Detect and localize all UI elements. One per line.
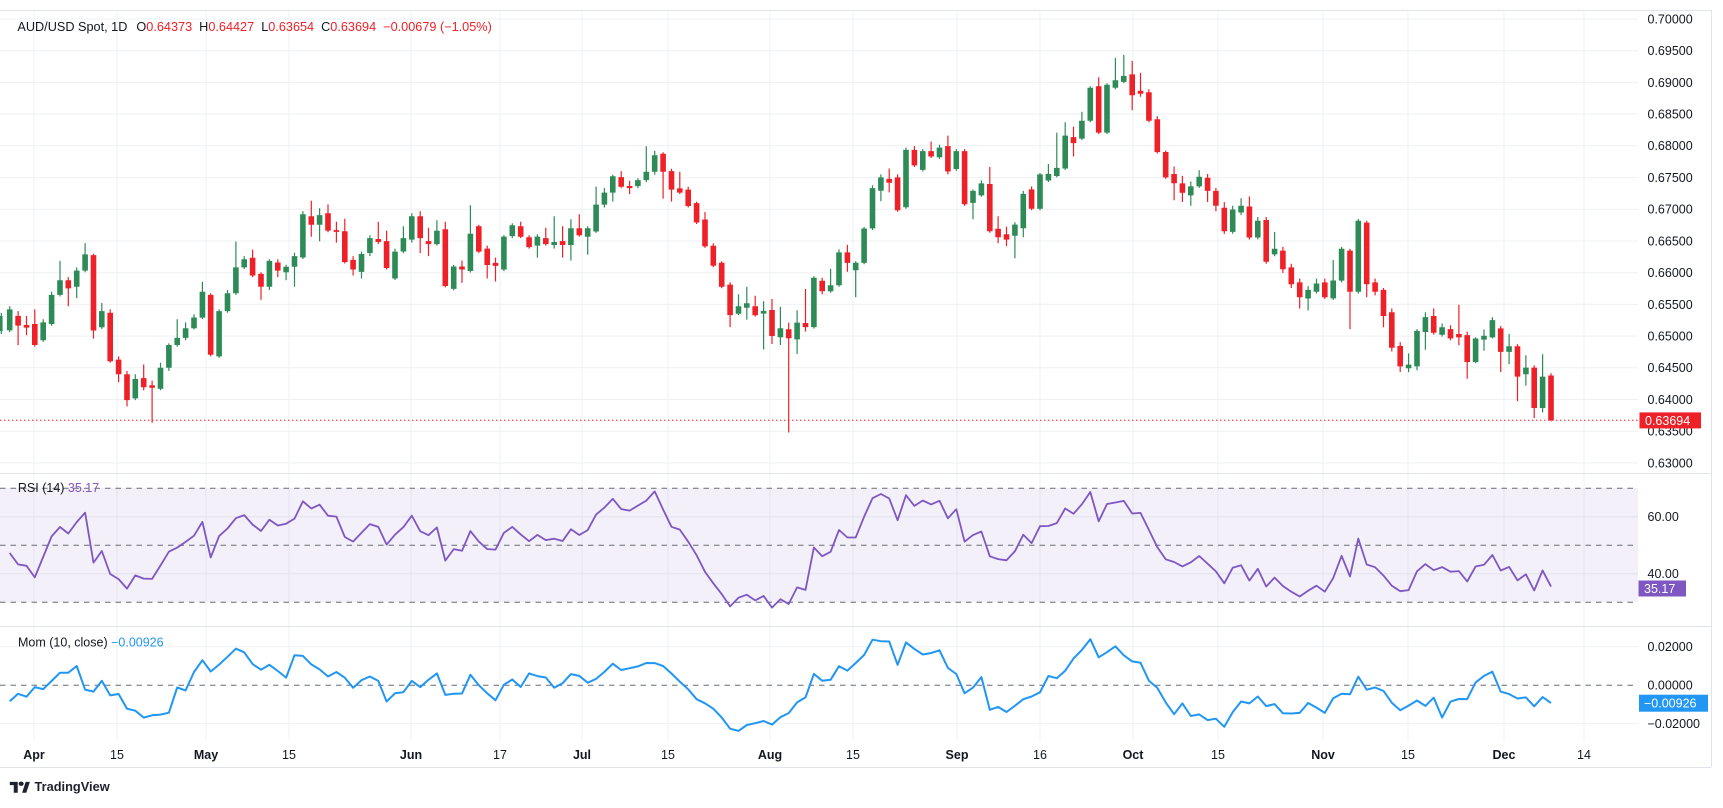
svg-text:May: May xyxy=(194,748,218,762)
svg-text:15: 15 xyxy=(846,748,860,762)
svg-text:Mom (10, close) −0.00926: Mom (10, close) −0.00926 xyxy=(18,636,164,650)
svg-text:Aug: Aug xyxy=(758,748,782,762)
svg-text:0.63000: 0.63000 xyxy=(1648,456,1693,470)
svg-text:Jul: Jul xyxy=(573,748,591,762)
svg-text:0.65000: 0.65000 xyxy=(1648,330,1693,344)
svg-text:Dec: Dec xyxy=(1493,748,1516,762)
svg-text:Oct: Oct xyxy=(1123,748,1145,762)
svg-text:0.68000: 0.68000 xyxy=(1648,139,1693,153)
svg-text:15: 15 xyxy=(110,748,124,762)
svg-text:0.65500: 0.65500 xyxy=(1648,298,1693,312)
svg-text:15: 15 xyxy=(282,748,296,762)
svg-text:15: 15 xyxy=(1401,748,1415,762)
svg-text:0.00000: 0.00000 xyxy=(1648,679,1693,693)
svg-text:0.69500: 0.69500 xyxy=(1648,44,1693,58)
svg-text:35.17: 35.17 xyxy=(1644,582,1675,596)
svg-text:0.70000: 0.70000 xyxy=(1648,12,1693,26)
svg-text:0.64000: 0.64000 xyxy=(1648,393,1693,407)
svg-text:TradingView: TradingView xyxy=(35,779,110,794)
svg-text:0.67000: 0.67000 xyxy=(1648,203,1693,217)
svg-text:Nov: Nov xyxy=(1311,748,1335,762)
svg-text:−0.02000: −0.02000 xyxy=(1648,717,1701,731)
svg-text:15: 15 xyxy=(661,748,675,762)
svg-text:0.67500: 0.67500 xyxy=(1648,171,1693,185)
svg-text:0.66000: 0.66000 xyxy=(1648,266,1693,280)
svg-text:17: 17 xyxy=(493,748,507,762)
svg-text:0.02000: 0.02000 xyxy=(1648,640,1693,654)
svg-text:Apr: Apr xyxy=(23,748,45,762)
svg-text:40.00: 40.00 xyxy=(1648,567,1679,581)
svg-text:0.68500: 0.68500 xyxy=(1648,108,1693,122)
svg-text:15: 15 xyxy=(1211,748,1225,762)
svg-text:0.69000: 0.69000 xyxy=(1648,76,1693,90)
svg-text:Jun: Jun xyxy=(400,748,422,762)
svg-text:60.00: 60.00 xyxy=(1648,510,1679,524)
svg-text:0.66500: 0.66500 xyxy=(1648,234,1693,248)
svg-text:16: 16 xyxy=(1033,748,1047,762)
svg-text:0.63694: 0.63694 xyxy=(1645,414,1690,428)
svg-text:−0.00926: −0.00926 xyxy=(1644,697,1697,711)
svg-text:Sep: Sep xyxy=(946,748,969,762)
svg-text:14: 14 xyxy=(1577,748,1591,762)
svg-text:RSI (14) 35.17: RSI (14) 35.17 xyxy=(18,481,99,495)
svg-text:0.64500: 0.64500 xyxy=(1648,361,1693,375)
